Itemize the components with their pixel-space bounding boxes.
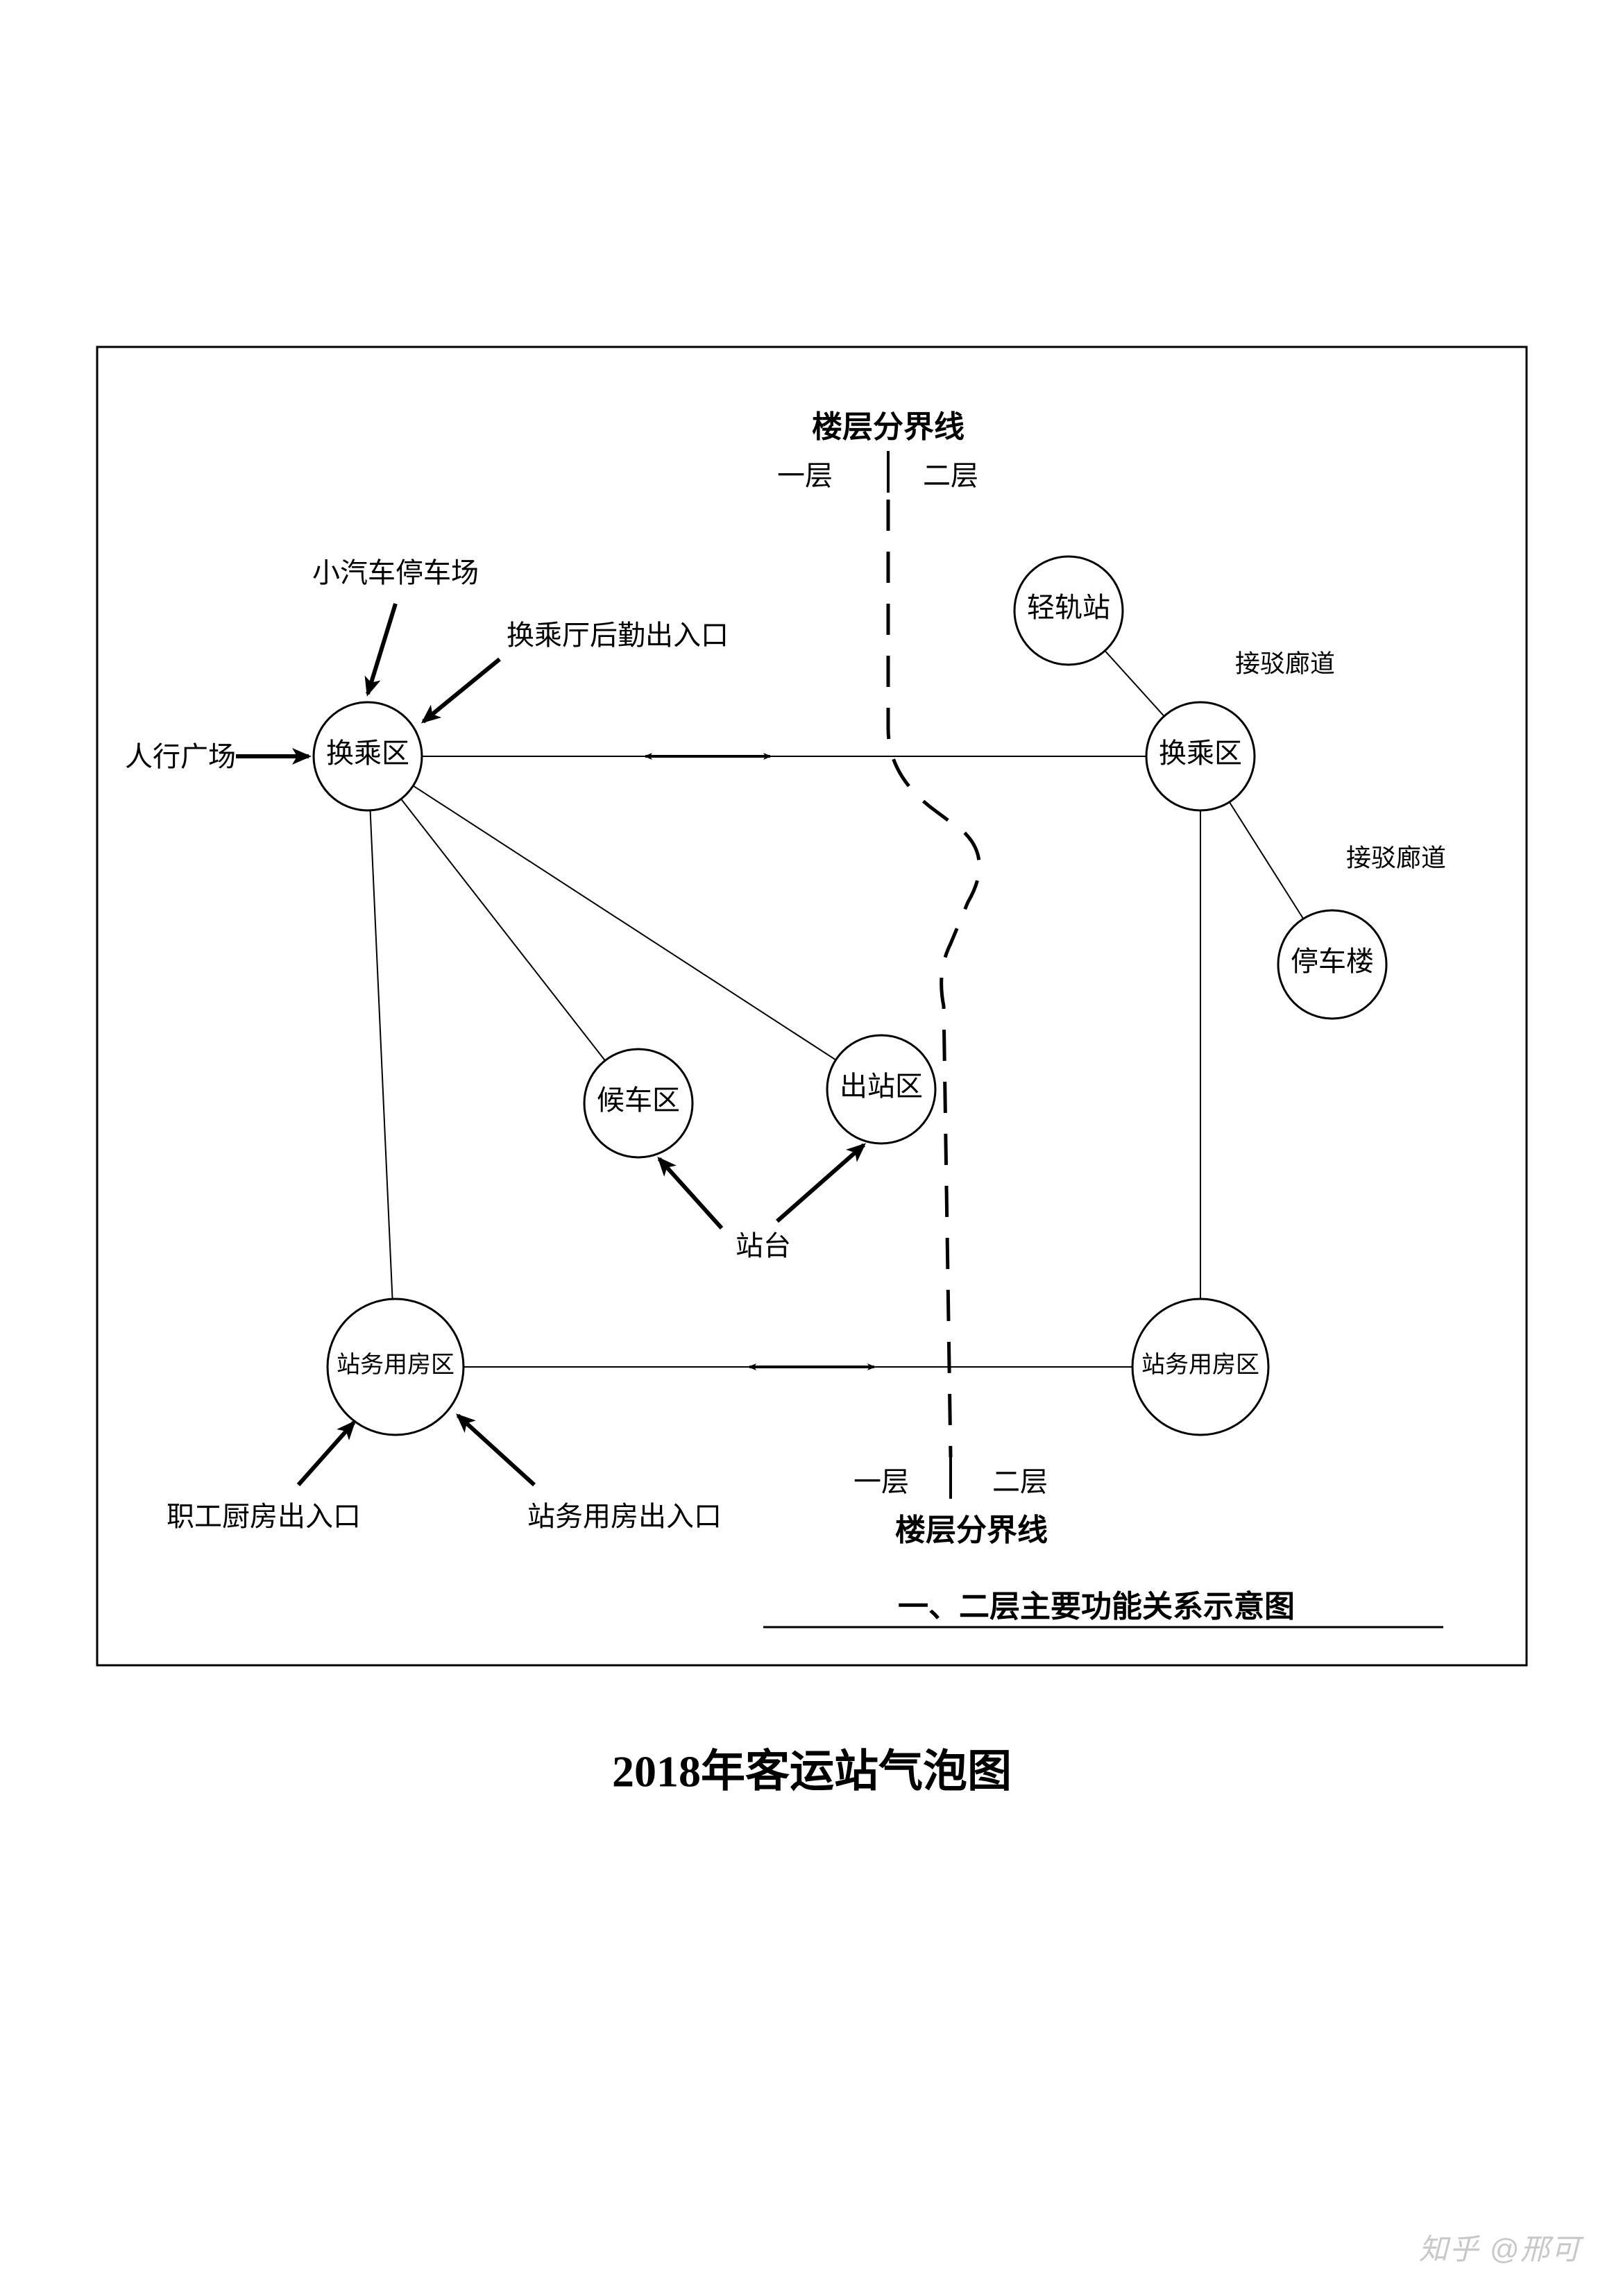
node-waiting: 候车区 <box>584 1049 692 1157</box>
floor-one-bottom: 一层 <box>853 1466 909 1497</box>
node-label-staff_l: 站务用房区 <box>337 1352 454 1378</box>
node-label-exit: 出站区 <box>840 1071 923 1102</box>
annotation-label-4: 职工厨房出入口 <box>167 1501 361 1532</box>
node-lightrail: 轻轨站 <box>1014 556 1123 665</box>
floor-one-top: 一层 <box>777 460 833 491</box>
annotation-label-0: 小汽车停车场 <box>312 557 479 588</box>
node-label-transfer_r: 换乘区 <box>1159 738 1242 769</box>
watermark: 知乎 @邢可 <box>1419 2226 1581 2268</box>
node-label-staff_r: 站务用房区 <box>1141 1352 1259 1378</box>
node-parking_bld: 停车楼 <box>1278 910 1386 1019</box>
node-label-transfer_l: 换乘区 <box>326 738 409 769</box>
page-title: 2018年客运站气泡图 <box>612 1747 1012 1796</box>
node-transfer_r: 换乘区 <box>1146 702 1255 810</box>
node-label-parking_bld: 停车楼 <box>1291 946 1374 977</box>
annotation-label-5: 站务用房出入口 <box>527 1501 722 1532</box>
node-staff_l: 站务用房区 <box>328 1299 464 1435</box>
annotation-label-2: 人行广场 <box>125 741 236 772</box>
edge-label-transfer_r-parking_bld: 接驳廊道 <box>1346 844 1446 871</box>
floor-divider-top-label: 楼层分界线 <box>812 410 965 444</box>
caption-inside: 一、二层主要功能关系示意图 <box>898 1590 1295 1624</box>
floor-two-top: 二层 <box>923 460 978 491</box>
node-label-waiting: 候车区 <box>597 1085 680 1116</box>
node-staff_r: 站务用房区 <box>1132 1299 1268 1435</box>
annotation-label-3: 站台 <box>736 1230 791 1261</box>
annotation-label-1: 换乘厅后勤出入口 <box>507 620 729 651</box>
node-transfer_l: 换乘区 <box>314 702 422 810</box>
node-label-lightrail: 轻轨站 <box>1027 592 1110 623</box>
floor-divider-bottom-label: 楼层分界线 <box>895 1513 1048 1547</box>
node-exit: 出站区 <box>827 1035 935 1143</box>
floor-two-bottom: 二层 <box>992 1466 1048 1497</box>
edge-label-transfer_r-lightrail: 接驳廊道 <box>1235 649 1335 677</box>
